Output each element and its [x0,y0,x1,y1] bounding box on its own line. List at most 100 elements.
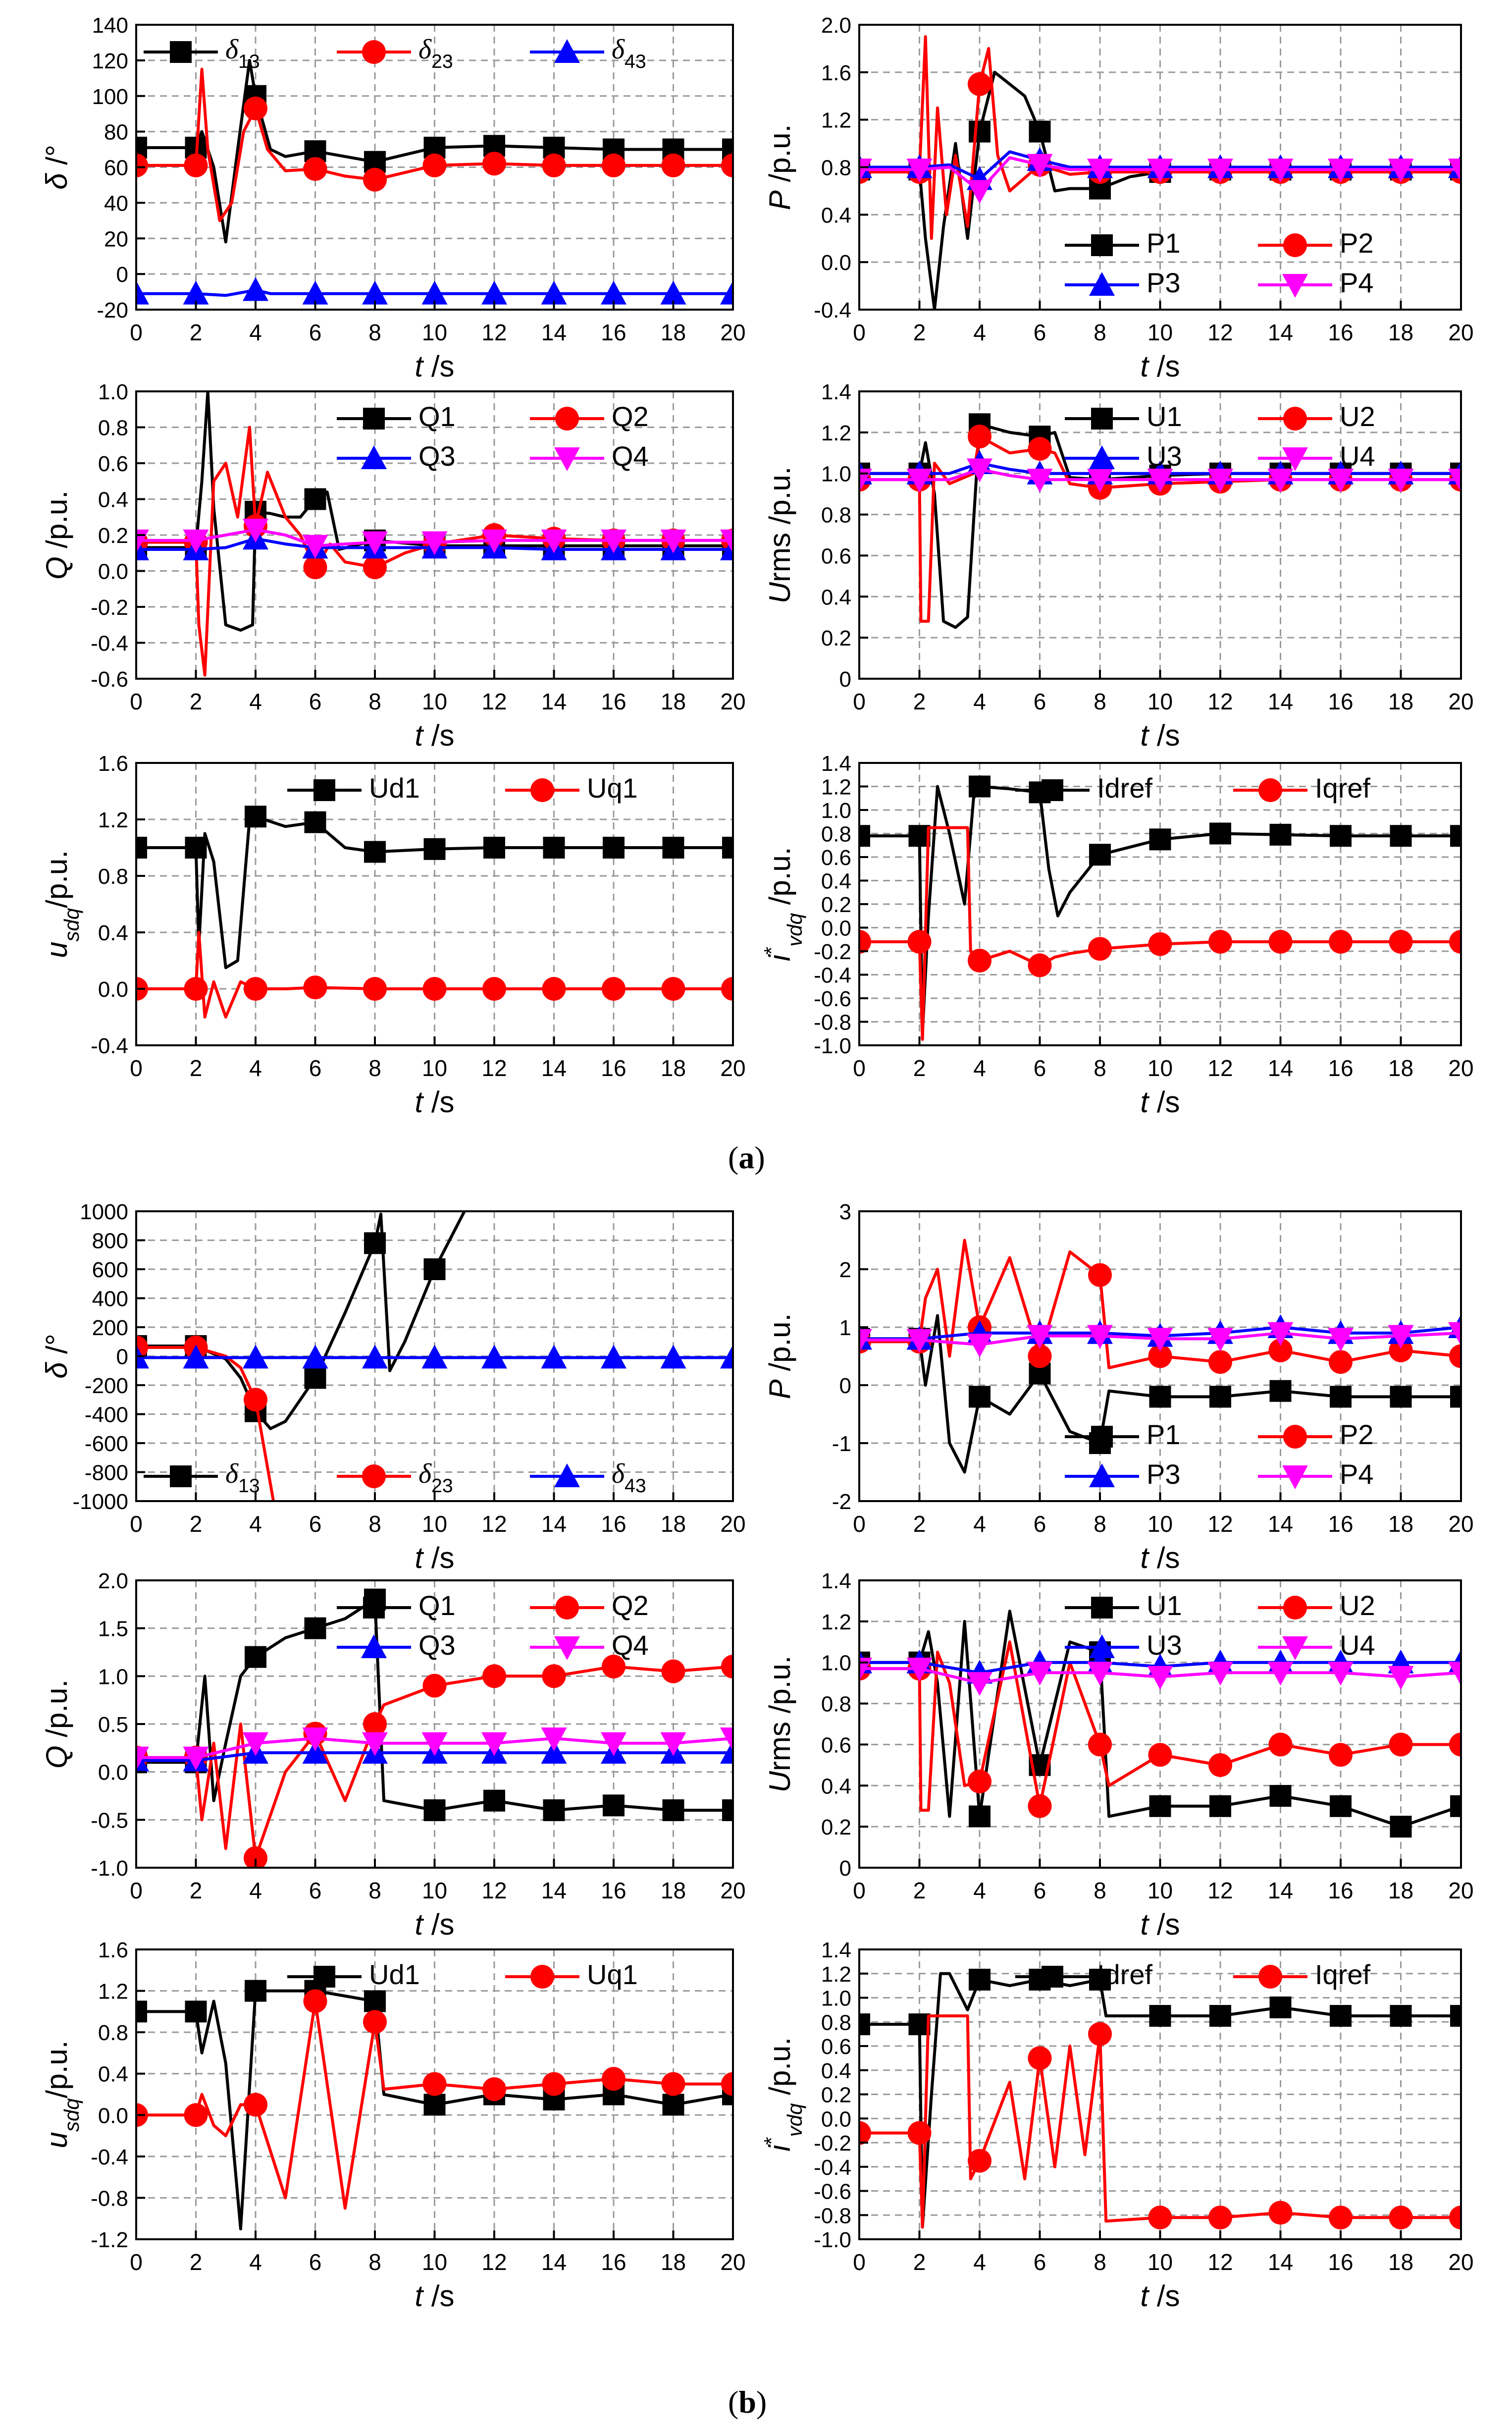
x-tick-label: 6 [1034,689,1046,714]
data-point-idref [1390,825,1412,847]
data-point-q4 [601,1732,626,1756]
y-tick-label: 1.2 [821,1610,851,1634]
data-point-13 [364,1232,386,1254]
data-point-idref [1450,2005,1461,2027]
data-point-u4 [859,1658,872,1682]
x-tick-label: 12 [481,320,507,345]
legend-swatch-marker [1283,1425,1307,1449]
x-tick-label: 6 [309,689,322,714]
x-tick-label: 12 [1207,1511,1233,1537]
data-point-iqref [1389,930,1413,954]
data-point-ud1 [662,2094,684,2116]
x-tick-label: 6 [1034,1878,1046,1903]
series-line-iqref [859,826,1461,1041]
series-line-p2 [859,35,1461,240]
data-point-23 [602,153,626,177]
x-tick-label: 16 [1328,1511,1353,1537]
data-point-idref [1149,2005,1171,2027]
y-tick-label: -0.4 [91,1034,128,1058]
chart-a2: 0 2 4 6 8 10 12 14 16 18 20 -0.4 0.0 0.4 0.8 1.2 1.6 2.0 t… [763,13,1474,383]
y-tick-label: 0.0 [98,2104,128,2128]
x-axis-label: t /s [1140,2279,1180,2313]
y-tick-label: 0.5 [98,1713,128,1737]
data-point-iqref [1088,937,1112,961]
chart-a4: 0 2 4 6 8 10 12 14 16 18 20 0 0.2 0.4 0.6 0.8 1.0 1.2 1.4 t… [763,380,1474,752]
legend-label: U2 [1340,401,1375,432]
y-tick-label: -1.2 [91,2228,128,2252]
data-point-43 [481,1345,507,1369]
legend-item-u2: U2 [1258,1590,1375,1621]
legend-item-23: δ23 [337,34,453,72]
legend-label: P1 [1147,227,1181,259]
legend-swatch-marker [1089,445,1115,469]
y-tick-label: 0.4 [821,2059,851,2083]
data-point-iqref [1088,2022,1112,2046]
x-tick-label: 16 [601,1878,626,1903]
data-point-q4 [183,1746,209,1771]
legend-item-ud1: Ud1 [287,1959,420,1990]
y-tick-label: -0.6 [814,2180,851,2204]
data-point-q4 [421,1732,448,1756]
legend-label: δ23 [418,1458,453,1497]
legend-label: Q2 [612,1590,649,1621]
legend-swatch-marker [362,40,386,64]
legend-label: Uq1 [587,1959,638,1990]
x-tick-label: 12 [481,1511,507,1537]
data-point-u4 [1328,1662,1354,1686]
x-tick-label: 12 [481,1055,507,1081]
series-line-p3 [859,150,1461,181]
plot-area [859,413,1461,629]
data-point-uq1 [602,2067,626,2091]
data-point-43 [660,280,686,305]
x-tick-label: 2 [913,689,926,714]
data-point-23 [542,153,566,177]
legend-swatch-marker [1089,1634,1115,1658]
data-point-u1 [1209,1795,1231,1817]
data-point-q3 [541,1740,567,1764]
x-tick-label: 18 [1388,320,1413,345]
data-point-u4 [1147,1666,1173,1690]
legend-item-p1: P1 [1065,227,1181,259]
data-point-43 [183,280,209,305]
x-tick-label: 18 [1388,1055,1413,1081]
y-axis-label: usdq/p.u. [40,850,83,958]
data-point-p2 [1028,1344,1052,1368]
legend-item-idref: Idref [1015,1959,1152,1990]
data-point-u2 [1208,1753,1232,1777]
data-point-u4 [859,469,872,493]
legend-item-u3: U3 [1065,1629,1182,1661]
plot-area [859,1239,1461,1474]
legend-item-u4: U4 [1258,440,1375,472]
legend-label: Idref [1097,772,1152,804]
x-tick-label: 18 [1388,1511,1413,1537]
data-point-q2 [542,1664,566,1688]
y-tick-label: 0.4 [98,2062,128,2087]
x-tick-label: 14 [1268,689,1293,714]
data-point-q4 [720,1727,733,1751]
legend-swatch-marker [170,1465,192,1487]
y-tick-label: 1.4 [821,380,851,404]
plot-area [859,1968,1461,2230]
x-axis-label: t /s [1140,1085,1180,1119]
x-tick-label: 8 [368,689,381,714]
x-tick-label: 10 [422,1511,447,1537]
y-tick-label: 0.4 [821,1774,851,1798]
x-tick-label: 6 [309,2249,322,2275]
data-point-u1 [1390,1816,1412,1838]
data-point-uq1 [482,2077,506,2102]
x-tick-label: 8 [1094,320,1106,345]
data-point-p1 [969,1386,991,1408]
x-tick-label: 4 [973,689,986,714]
data-point-u2 [1028,437,1052,461]
x-tick-label: 0 [130,689,143,714]
data-point-q4 [183,529,209,553]
x-tick-label: 6 [1034,1511,1046,1537]
legend-item-q3: Q3 [337,440,456,472]
x-tick-label: 20 [720,1055,745,1081]
x-tick-label: 4 [249,689,262,714]
data-point-iqref [1148,2206,1172,2230]
subfigure-label-a: (a) [728,1140,765,1175]
data-point-q2 [482,1664,506,1688]
